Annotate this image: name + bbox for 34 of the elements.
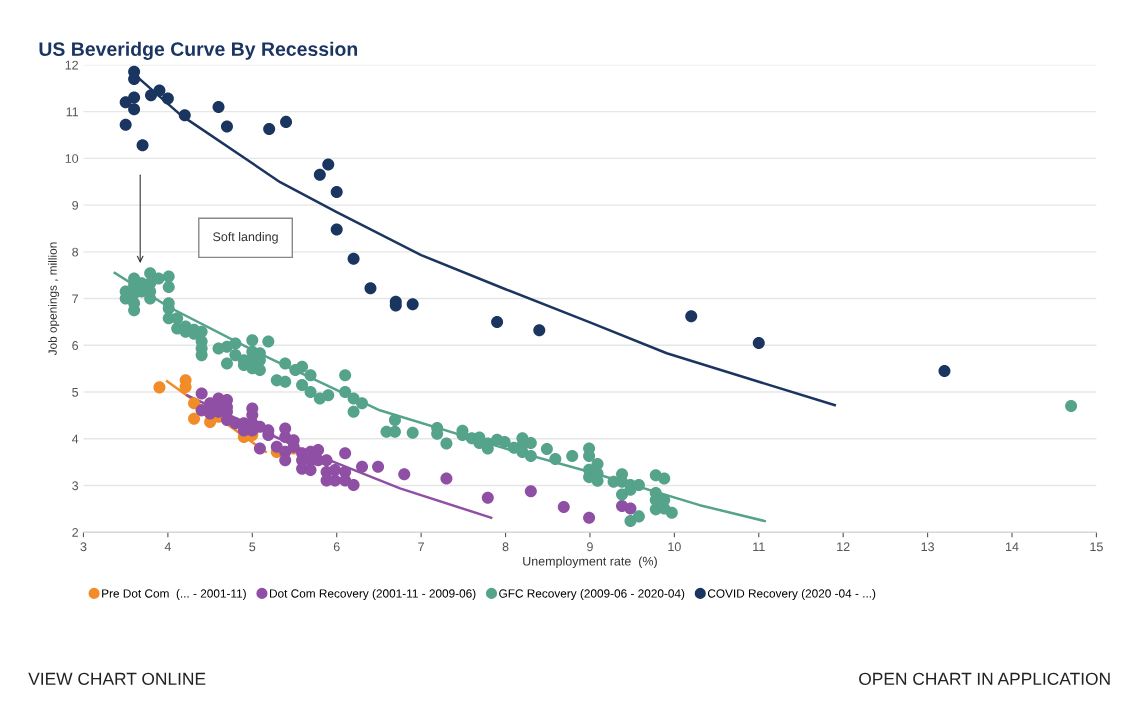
y-tick-label: 2 [72, 528, 78, 537]
x-tick-label: 14 [1006, 542, 1019, 552]
x-tick-label: 12 [837, 542, 850, 552]
x-tick-label: 11 [753, 542, 765, 552]
x-tick-label: 9 [587, 542, 593, 552]
legend-label: COVID Recovery (2020 -04 - ...) [707, 589, 876, 600]
x-tick-label: 8 [502, 542, 509, 552]
y-tick-label: 8 [72, 247, 79, 257]
y-tick-label: 3 [72, 481, 79, 491]
x-tick-label: 10 [668, 542, 681, 552]
x-tick-label: 13 [921, 542, 934, 552]
y-axis-title: Job openings , million [48, 242, 60, 356]
y-tick-label: 10 [65, 154, 79, 163]
y-tick-label: 11 [66, 107, 78, 117]
text: OPEN CHART IN APPLICATION [859, 672, 1110, 685]
legend-label: GFC Recovery (2009-06 - 2020-04) [499, 589, 685, 600]
legend-label: Dot Com Recovery (2001-11 - 2009-06) [270, 589, 476, 600]
x-tick-label: 6 [333, 542, 340, 552]
y-tick-label: 7 [72, 294, 78, 304]
y-tick-label: 4 [71, 434, 79, 444]
text: VIEW CHART ONLINE [28, 672, 206, 685]
y-tick-label: 12 [65, 60, 78, 70]
x-tick-label: 7 [418, 542, 424, 552]
annotation: Soft landing [213, 231, 278, 244]
x-tick-label: 15 [1090, 542, 1103, 552]
x-tick-label: 4 [164, 542, 171, 552]
x-axis-title: Unemployment rate (%) [523, 556, 657, 569]
x-tick-label: 5 [249, 542, 256, 552]
chart-title: US Beveridge Curve By Recession [39, 41, 358, 60]
y-tick-label: 9 [72, 200, 79, 210]
y-tick-label: 6 [72, 341, 79, 350]
legend-label: Pre Dot Com (... - 2001-11) [102, 589, 246, 600]
y-tick-label: 5 [72, 387, 79, 397]
x-tick-label: 3 [80, 542, 87, 552]
